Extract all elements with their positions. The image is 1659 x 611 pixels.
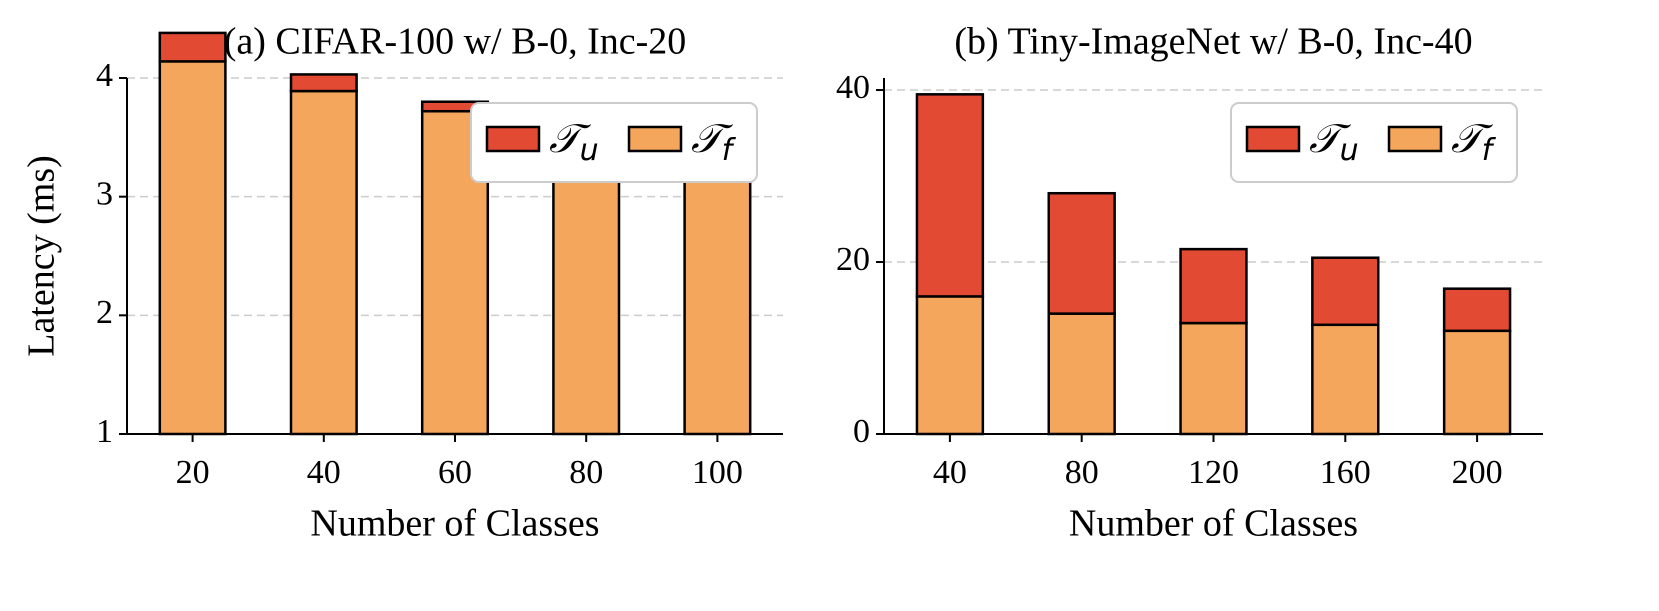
y-axis-label: Latency (ms) (21, 155, 63, 357)
chart-title: (b) Tiny-ImageNet w/ B-0, Inc-40 (954, 21, 1472, 63)
bar-segment (289, 73, 358, 93)
chart-title: (a) CIFAR-100 w/ B-0, Inc-20 (224, 21, 687, 63)
bar-segment (1311, 323, 1380, 436)
x-axis-label: Number of Classes (1069, 503, 1358, 545)
bar-segment (1442, 287, 1512, 333)
y-tick-label: 2 (96, 294, 113, 331)
legend-box (1230, 102, 1518, 183)
y-tick-label: 20 (836, 241, 870, 278)
bar-segment (158, 60, 227, 436)
bar-segment (915, 295, 985, 436)
legend-swatch (485, 125, 541, 153)
bar-segment (1179, 321, 1248, 436)
bar-segment (289, 89, 358, 436)
y-tick-label: 1 (96, 413, 113, 450)
legend-box (470, 102, 758, 183)
y-tick-label: 40 (836, 69, 870, 106)
y-tick-label: 3 (96, 175, 113, 212)
legend-label: 𝒯u (1309, 116, 1359, 168)
bar-segment (1047, 312, 1116, 436)
bar-segment (1442, 329, 1512, 436)
x-tick-label: 40 (933, 454, 967, 491)
bar-segment (1179, 247, 1248, 325)
x-axis-label: Number of Classes (310, 503, 599, 545)
bar-segment (915, 93, 985, 298)
x-tick-label: 60 (438, 454, 472, 491)
x-tick-label: 20 (176, 454, 210, 491)
bar-segment (1311, 256, 1380, 327)
x-tick-label: 40 (307, 454, 341, 491)
x-tick-label: 80 (569, 454, 603, 491)
x-tick-label: 200 (1452, 454, 1503, 491)
x-tick-label: 80 (1065, 454, 1099, 491)
legend-swatch (1245, 125, 1301, 153)
bar-segment (1047, 191, 1116, 315)
legend-swatch (627, 125, 683, 153)
x-tick-label: 160 (1320, 454, 1371, 491)
y-tick-label: 0 (853, 413, 870, 450)
x-tick-label: 100 (692, 454, 743, 491)
legend-swatch (1387, 125, 1443, 153)
bar-segment (158, 31, 227, 63)
y-tick-label: 4 (96, 57, 113, 94)
x-tick-label: 120 (1188, 454, 1239, 491)
